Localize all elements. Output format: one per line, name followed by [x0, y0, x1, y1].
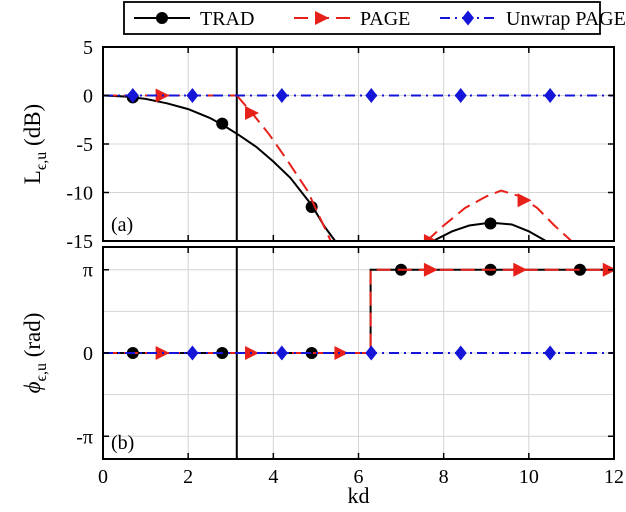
legend-entry-page: PAGE: [294, 8, 410, 30]
data-point: [126, 88, 139, 103]
data-point: [334, 346, 349, 360]
data-point: [544, 345, 557, 361]
x-tick-label: 12: [604, 466, 624, 488]
data-point: [275, 88, 288, 103]
y-tick-label: π: [83, 260, 93, 282]
plot-area: [103, 262, 614, 361]
legend-marker: [315, 11, 329, 25]
data-point: [513, 262, 528, 277]
panel-a: 5 0 -5 -10 -15 (a) Lϵ,u (dB): [20, 37, 615, 253]
legend-label: PAGE: [360, 8, 410, 30]
data-point: [544, 88, 557, 103]
y-axis-label: ϕϵ,u (rad): [20, 313, 50, 394]
y-axis-label: Lϵ,u (dB): [20, 104, 50, 184]
y-label-unit: (dB): [20, 104, 45, 152]
y-tick-label: -15: [66, 231, 93, 253]
series-unwrap-page: [103, 88, 614, 103]
x-tick-label: 4: [268, 466, 278, 488]
y-label-subscript: ϵ,u: [33, 363, 50, 381]
legend-label: TRAD: [200, 8, 254, 30]
data-point: [365, 88, 378, 103]
y-label-symbol: L: [20, 170, 45, 184]
y-tick-label: 0: [83, 86, 93, 108]
legend-marker: [462, 10, 474, 26]
data-point: [186, 345, 199, 361]
x-tick-label: 8: [439, 466, 449, 488]
panel-label: (b): [111, 432, 134, 454]
series-unwrap-page: [103, 345, 614, 361]
legend-entry-trad: TRAD: [134, 8, 254, 30]
y-tick-label: -10: [66, 183, 93, 205]
series-trad: [103, 91, 547, 241]
x-tick-label: 10: [519, 466, 539, 488]
legend-label: Unwrap PAGE: [506, 8, 626, 30]
data-point: [216, 117, 229, 130]
y-tick-label: 0: [83, 343, 93, 365]
legend: TRAD PAGE Unwrap PAGE: [123, 1, 626, 35]
data-point: [275, 345, 288, 361]
data-point: [245, 105, 260, 120]
series-line: [425, 189, 573, 241]
y-label-unit: (rad): [20, 313, 45, 363]
legend-entry-unwrap-page: Unwrap PAGE: [440, 8, 626, 30]
data-point: [365, 345, 378, 361]
data-point: [245, 346, 260, 360]
y-label-symbol: ϕ: [20, 381, 45, 393]
y-label-subscript: ϵ,u: [33, 152, 50, 170]
data-point: [423, 234, 438, 241]
series-line: [236, 94, 332, 241]
data-point: [484, 217, 497, 230]
data-point: [423, 262, 438, 277]
data-point: [454, 345, 467, 361]
x-tick-label: 6: [354, 466, 364, 488]
y-tick-label: -π: [76, 426, 93, 448]
x-tick-label: 2: [183, 466, 193, 488]
data-point: [454, 88, 467, 103]
plot-area: [103, 88, 614, 241]
data-point: [517, 193, 532, 208]
x-axis-label: kd: [348, 483, 370, 508]
legend-marker: [156, 12, 168, 24]
data-point: [186, 88, 199, 103]
y-tick-label: -5: [76, 134, 93, 156]
x-tick-label: 0: [98, 466, 108, 488]
panel-label: (a): [111, 214, 133, 236]
y-tick-label: 5: [83, 37, 93, 59]
legend-box: [123, 1, 601, 35]
series-line: [103, 94, 336, 241]
